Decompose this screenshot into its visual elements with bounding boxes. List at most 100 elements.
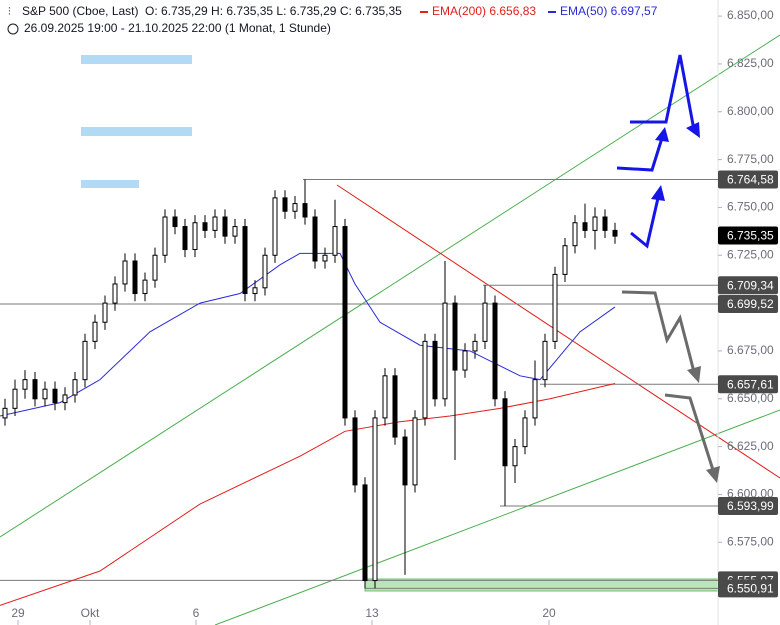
candle-body — [382, 375, 388, 419]
y-tick-label: 6.725,00 — [727, 247, 774, 261]
candle-body — [502, 398, 508, 467]
candle-body — [392, 375, 398, 438]
candle-body — [282, 197, 288, 212]
symbol: S&P 500 (Cboe, Last) — [22, 4, 139, 18]
candle-body — [522, 417, 528, 448]
y-tick-label: 6.800,00 — [727, 104, 774, 118]
arrow — [616, 137, 664, 172]
arrowhead — [706, 466, 720, 483]
level-box — [718, 375, 778, 394]
candle-body — [262, 254, 268, 289]
candle-body — [32, 379, 38, 400]
marker — [81, 180, 139, 188]
candle-body — [492, 302, 498, 400]
candle-body — [342, 226, 348, 419]
candle-body — [12, 388, 18, 409]
x-tick-label: 29 — [11, 606, 25, 620]
candle-body — [572, 222, 578, 247]
y-tick-label: 6.675,00 — [727, 343, 774, 357]
arrows — [616, 54, 720, 483]
candle-body — [372, 417, 378, 582]
trendline — [336, 184, 780, 479]
candle-body — [292, 203, 298, 212]
x-tick-label: 6 — [193, 606, 200, 620]
level-label: 6.593,99 — [727, 499, 774, 513]
icon: ⫶ — [8, 6, 11, 18]
level-label: 6.709,34 — [727, 278, 774, 292]
candle-body — [72, 379, 78, 396]
axis-labels: 6.575,006.600,006.625,006.650,006.675,00… — [11, 8, 778, 620]
candle-body — [332, 226, 338, 256]
candle-body — [212, 216, 218, 231]
candle-body — [362, 484, 368, 582]
arrowhead — [686, 122, 700, 138]
candle-body — [272, 197, 278, 256]
candle-body — [132, 260, 138, 295]
candle-body — [142, 279, 148, 295]
plot — [0, 0, 722, 625]
ema-line — [0, 252, 616, 417]
candle-body — [182, 226, 188, 251]
arrow — [630, 197, 660, 249]
candle-body — [22, 379, 28, 390]
candle-body — [62, 394, 68, 404]
level-box — [718, 226, 778, 245]
level-label: 6.699,52 — [727, 297, 774, 311]
y-tick-label: 6.775,00 — [727, 152, 774, 166]
arrowhead — [687, 366, 701, 383]
candle-body — [422, 340, 428, 419]
candle-body — [162, 216, 168, 256]
level-box — [718, 496, 778, 515]
candle-body — [122, 260, 128, 285]
candle-body — [2, 407, 8, 419]
y-tick-label: 6.750,00 — [727, 200, 774, 214]
arrowhead — [655, 127, 669, 142]
candle-body — [612, 229, 618, 237]
marker — [81, 55, 192, 64]
candle-body — [532, 379, 538, 419]
candle-body — [312, 216, 318, 262]
y-tick-label: 6.650,00 — [727, 391, 774, 405]
level-label: 6.764,58 — [727, 173, 774, 187]
arrow — [664, 393, 715, 471]
candle-body — [462, 350, 468, 371]
trendline — [0, 34, 780, 538]
level-box — [718, 579, 778, 598]
y-tick-label: 6.625,00 — [727, 439, 774, 453]
candle-body — [42, 388, 48, 400]
candle-body — [592, 216, 598, 231]
candle-body — [512, 446, 518, 467]
clock-icon — [7, 23, 19, 35]
candle-body — [112, 283, 118, 304]
x-tick-label: 20 — [542, 606, 556, 620]
trendline — [214, 409, 780, 625]
ema50: EMA(50) 6.697,57 — [560, 4, 658, 18]
y-tick-label: 6.825,00 — [727, 56, 774, 70]
candle-body — [482, 302, 488, 342]
candle-body — [352, 417, 358, 486]
arrowhead — [651, 185, 665, 201]
candle-body — [52, 388, 58, 404]
candle-body — [302, 203, 308, 218]
candle-body — [472, 340, 478, 352]
level-box — [718, 276, 778, 295]
candle-body — [432, 340, 438, 400]
y-tick-label: 6.850,00 — [727, 8, 774, 22]
candle-body — [252, 287, 258, 295]
candle-body — [102, 302, 108, 323]
level-box — [718, 170, 778, 189]
level-label: 6.657,61 — [727, 377, 774, 391]
range: 26.09.2025 19:00 - 21.10.2025 22:00 (1 M… — [24, 21, 331, 35]
candle-body — [232, 226, 238, 237]
ema200: EMA(200) 6.656,83 — [432, 4, 536, 18]
candle-body — [442, 302, 448, 400]
header: ⫶ S&P 500 (Cboe, Last) O: 6.735,29 H: 6.… — [0, 0, 700, 38]
header-bg — [0, 0, 700, 38]
candle-body — [202, 222, 208, 231]
marker — [81, 127, 192, 136]
candle-body — [82, 340, 88, 381]
candle-body — [542, 340, 548, 381]
x-tick-label: Okt — [81, 606, 100, 620]
